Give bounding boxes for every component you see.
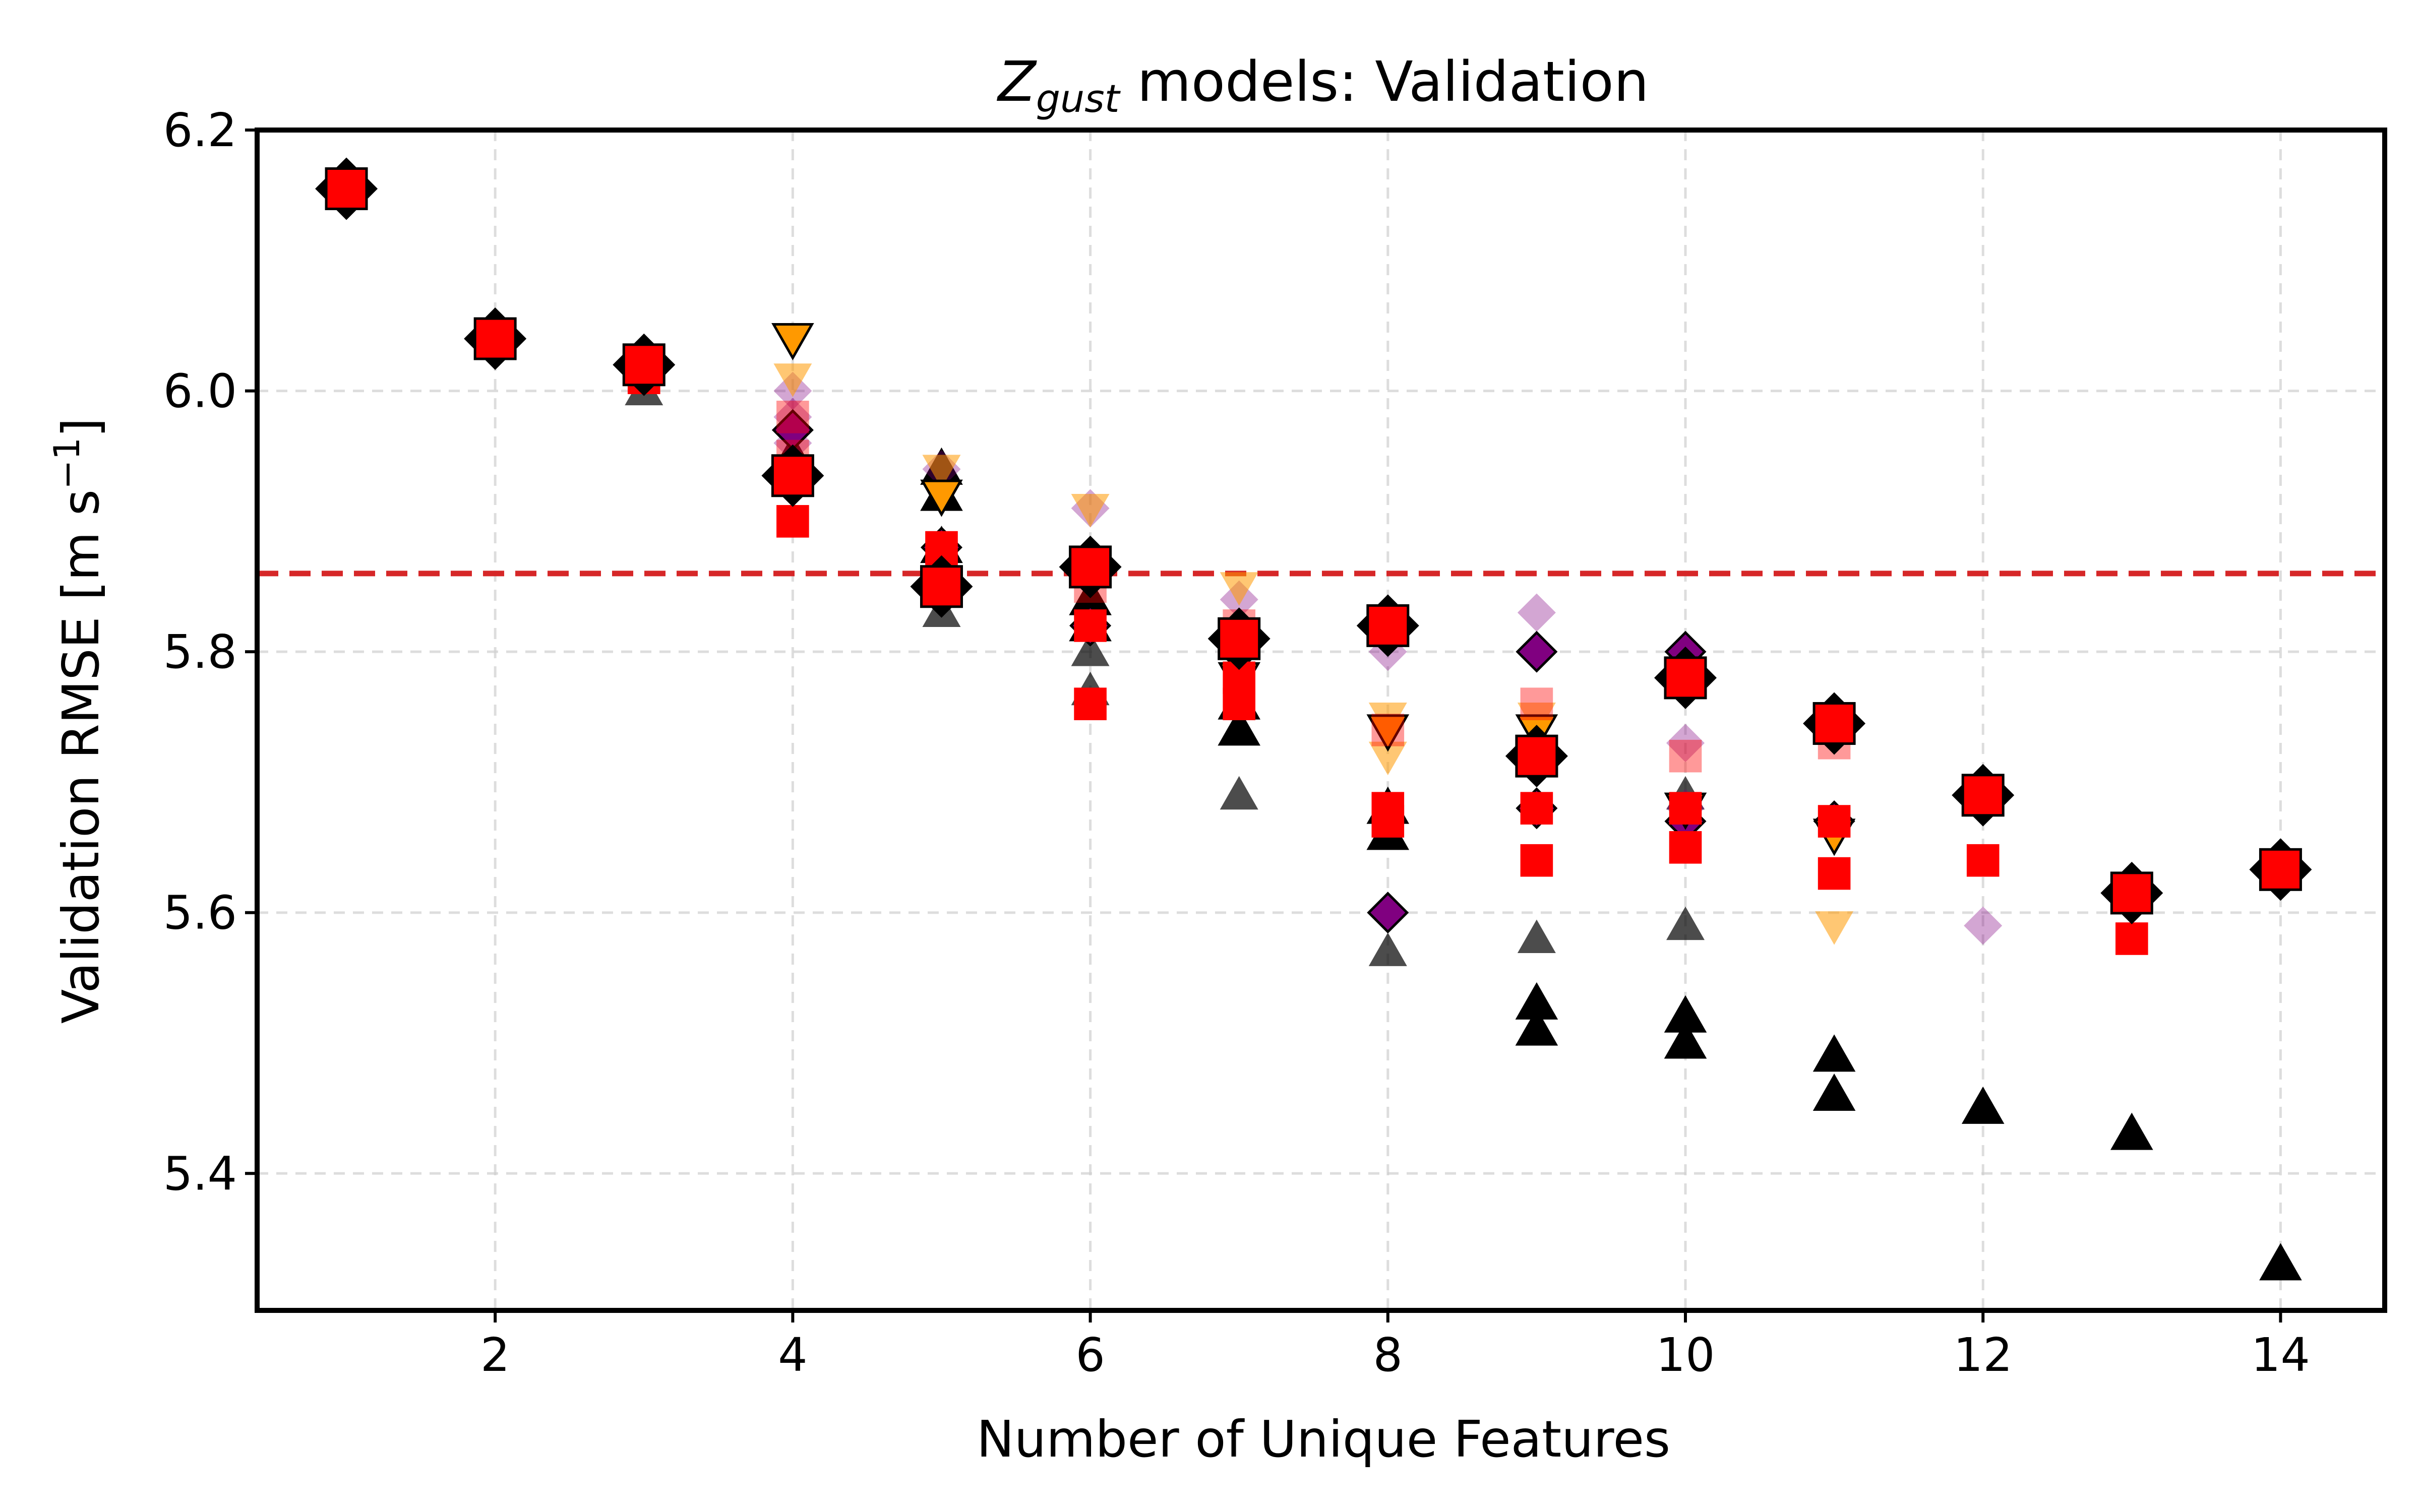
square-marker xyxy=(1520,792,1553,825)
best-model-marker xyxy=(1803,692,1866,755)
best-model-marker xyxy=(2100,861,2163,924)
best-model-square xyxy=(325,167,368,210)
best-model-square xyxy=(1664,656,1707,700)
best-model-marker xyxy=(1356,594,1419,657)
y-tick-label: 6.2 xyxy=(163,103,237,157)
triangle-up-marker xyxy=(1812,1034,1856,1072)
triangle-down-marker xyxy=(1366,714,1410,752)
triangle-up-marker xyxy=(1515,1008,1558,1046)
triangle-down-marker xyxy=(920,479,963,517)
diamond-marker xyxy=(1516,631,1558,673)
best-model-square xyxy=(2259,848,2302,891)
best-model-marker xyxy=(1505,725,1568,788)
triangle-up-marker xyxy=(1220,776,1258,810)
best-model-marker xyxy=(1654,646,1717,709)
chart-title: Zgust models: Validation xyxy=(996,49,1649,121)
square-marker xyxy=(1520,687,1553,720)
best-model-square xyxy=(1366,604,1410,647)
y-axis-label-main: Validation RMSE [m s xyxy=(51,489,110,1024)
square-marker xyxy=(2115,922,2148,955)
square-marker xyxy=(1966,844,2000,877)
triangle-down-marker xyxy=(771,323,814,361)
triangle-up-marker xyxy=(1666,906,1705,940)
best-model-marker xyxy=(910,555,973,618)
triangle-up-marker xyxy=(1812,1073,1856,1111)
x-tick-label: 6 xyxy=(1075,1328,1105,1382)
best-model-square xyxy=(1515,734,1558,778)
title-subscript: gust xyxy=(1036,76,1121,121)
plot-frame xyxy=(255,128,2387,1313)
y-axis-label-end: ] xyxy=(51,418,110,437)
triangle-down-marker xyxy=(1220,572,1258,606)
x-tick-label: 12 xyxy=(1954,1328,2013,1382)
x-tick-label: 14 xyxy=(2251,1328,2310,1382)
grid xyxy=(257,129,2385,1310)
diamond-marker xyxy=(1367,892,1409,934)
y-axis-label: Validation RMSE [m s−1] xyxy=(46,418,110,1024)
triangle-up-marker xyxy=(1961,1086,2005,1124)
diamond-marker xyxy=(1964,906,2003,945)
square-marker xyxy=(1520,844,1553,877)
best-model-square xyxy=(473,317,517,360)
x-tick-label: 10 xyxy=(1656,1328,1715,1382)
best-model-square xyxy=(771,454,814,497)
best-model-marker xyxy=(1952,764,2015,827)
x-tick-label: 4 xyxy=(778,1328,808,1382)
triangle-up-marker xyxy=(1071,633,1110,666)
square-marker xyxy=(1818,805,1851,838)
triangle-up-marker xyxy=(2110,1112,2153,1150)
best-model-square xyxy=(1069,545,1112,589)
triangle-up-marker xyxy=(1368,932,1407,966)
square-marker xyxy=(1669,739,1702,773)
best-model-square xyxy=(920,565,963,608)
triangle-down-marker xyxy=(1368,741,1407,776)
triangle-up-marker xyxy=(1218,708,1261,746)
x-tick-label: 2 xyxy=(480,1328,510,1382)
diamond-marker xyxy=(1666,724,1705,763)
y-tick-label: 5.4 xyxy=(163,1147,237,1201)
data-markers xyxy=(315,157,2312,1281)
best-model-marker xyxy=(315,157,378,220)
square-marker xyxy=(1818,857,1851,890)
triangle-down-marker xyxy=(773,363,812,397)
x-tick-label: 8 xyxy=(1373,1328,1403,1382)
x-axis-label: Number of Unique Features xyxy=(977,1410,1670,1469)
best-model-marker xyxy=(1207,607,1270,670)
best-model-marker xyxy=(613,333,676,396)
diamond-marker xyxy=(1517,593,1556,632)
square-marker xyxy=(1669,831,1702,864)
best-model-square xyxy=(1961,774,2005,817)
square-marker xyxy=(1074,609,1107,642)
best-model-marker xyxy=(761,444,824,507)
triangle-down-marker xyxy=(1815,911,1854,945)
best-model-marker xyxy=(1059,535,1122,598)
triangle-down-marker xyxy=(922,455,961,488)
square-marker xyxy=(776,401,809,433)
title-rest: models: Validation xyxy=(1120,49,1649,114)
square-marker xyxy=(1371,805,1405,838)
best-model-marker xyxy=(464,307,527,370)
y-tick-label: 6.0 xyxy=(163,364,237,418)
square-marker xyxy=(1074,687,1107,720)
y-axis-label-superscript: −1 xyxy=(46,437,88,489)
title-main: Z xyxy=(996,49,1037,114)
square-marker xyxy=(1669,792,1702,825)
square-marker xyxy=(776,505,809,538)
triangle-up-marker xyxy=(2259,1243,2302,1281)
triangle-down-marker xyxy=(1071,493,1110,528)
best-model-square xyxy=(1218,617,1261,660)
square-marker xyxy=(1371,714,1405,746)
y-tick-label: 5.6 xyxy=(163,886,237,940)
best-model-square xyxy=(2110,871,2153,915)
square-marker xyxy=(1223,687,1255,720)
triangle-up-marker xyxy=(1517,919,1556,953)
axis-ticks: 2 4 6 8 10 12 14 5.4 5.6 5.8 6.0 6.2 xyxy=(163,103,2310,1382)
y-tick-label: 5.8 xyxy=(163,625,237,679)
best-model-square xyxy=(1812,702,1856,745)
best-model-marker xyxy=(2249,838,2312,901)
best-model-square xyxy=(622,343,666,387)
triangle-up-marker xyxy=(1664,1021,1707,1059)
